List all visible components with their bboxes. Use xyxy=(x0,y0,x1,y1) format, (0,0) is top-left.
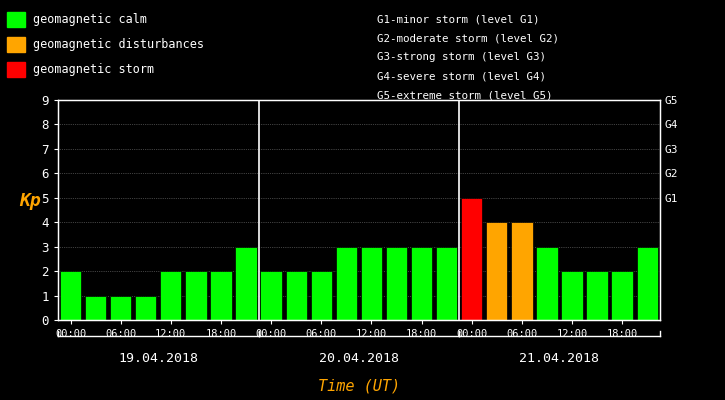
Bar xyxy=(637,247,658,320)
Bar xyxy=(60,271,81,320)
Bar xyxy=(561,271,583,320)
Text: geomagnetic disturbances: geomagnetic disturbances xyxy=(33,38,204,51)
Text: G1-minor storm (level G1): G1-minor storm (level G1) xyxy=(377,14,539,24)
Bar xyxy=(236,247,257,320)
Bar xyxy=(310,271,332,320)
Y-axis label: Kp: Kp xyxy=(20,192,41,210)
Bar xyxy=(511,222,532,320)
Bar xyxy=(85,296,107,320)
Bar xyxy=(160,271,181,320)
Bar xyxy=(336,247,357,320)
Bar xyxy=(186,271,207,320)
Bar xyxy=(536,247,558,320)
Bar xyxy=(286,271,307,320)
Text: G4-severe storm (level G4): G4-severe storm (level G4) xyxy=(377,72,546,82)
Text: G3-strong storm (level G3): G3-strong storm (level G3) xyxy=(377,52,546,62)
Bar xyxy=(411,247,432,320)
Text: 20.04.2018: 20.04.2018 xyxy=(319,352,399,364)
Bar xyxy=(110,296,131,320)
Text: G5-extreme storm (level G5): G5-extreme storm (level G5) xyxy=(377,91,552,101)
Bar xyxy=(260,271,282,320)
Text: 19.04.2018: 19.04.2018 xyxy=(118,352,199,364)
Bar xyxy=(210,271,231,320)
Bar xyxy=(587,271,608,320)
Text: 21.04.2018: 21.04.2018 xyxy=(519,352,600,364)
Bar xyxy=(436,247,457,320)
Text: Time (UT): Time (UT) xyxy=(318,378,400,394)
Bar xyxy=(361,247,382,320)
Bar xyxy=(386,247,407,320)
Bar xyxy=(486,222,507,320)
Bar xyxy=(461,198,482,320)
Text: G2-moderate storm (level G2): G2-moderate storm (level G2) xyxy=(377,33,559,43)
Bar xyxy=(611,271,633,320)
Bar xyxy=(135,296,157,320)
Text: geomagnetic calm: geomagnetic calm xyxy=(33,13,146,26)
Text: geomagnetic storm: geomagnetic storm xyxy=(33,63,154,76)
